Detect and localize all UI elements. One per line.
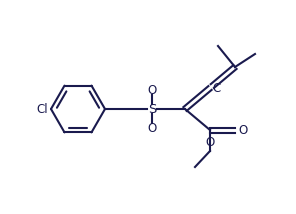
Text: Cl: Cl — [36, 103, 48, 116]
Text: C: C — [212, 82, 220, 95]
Text: O: O — [147, 83, 157, 97]
Text: S: S — [148, 103, 156, 116]
Text: O: O — [147, 122, 157, 135]
Text: O: O — [205, 136, 215, 149]
Text: O: O — [238, 123, 247, 137]
